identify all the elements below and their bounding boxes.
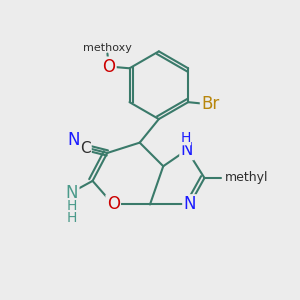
Text: N: N [67,131,80,149]
Text: methoxy: methoxy [83,43,132,52]
Text: N: N [66,184,78,202]
Text: methyl: methyl [225,172,268,184]
Text: H: H [67,211,77,225]
Text: N: N [181,141,193,159]
Text: C: C [80,141,91,156]
Text: O: O [102,58,116,76]
Text: O: O [107,196,120,214]
Text: N: N [184,196,196,214]
Text: H: H [67,199,77,213]
Text: Br: Br [201,94,219,112]
Text: H: H [180,130,190,145]
